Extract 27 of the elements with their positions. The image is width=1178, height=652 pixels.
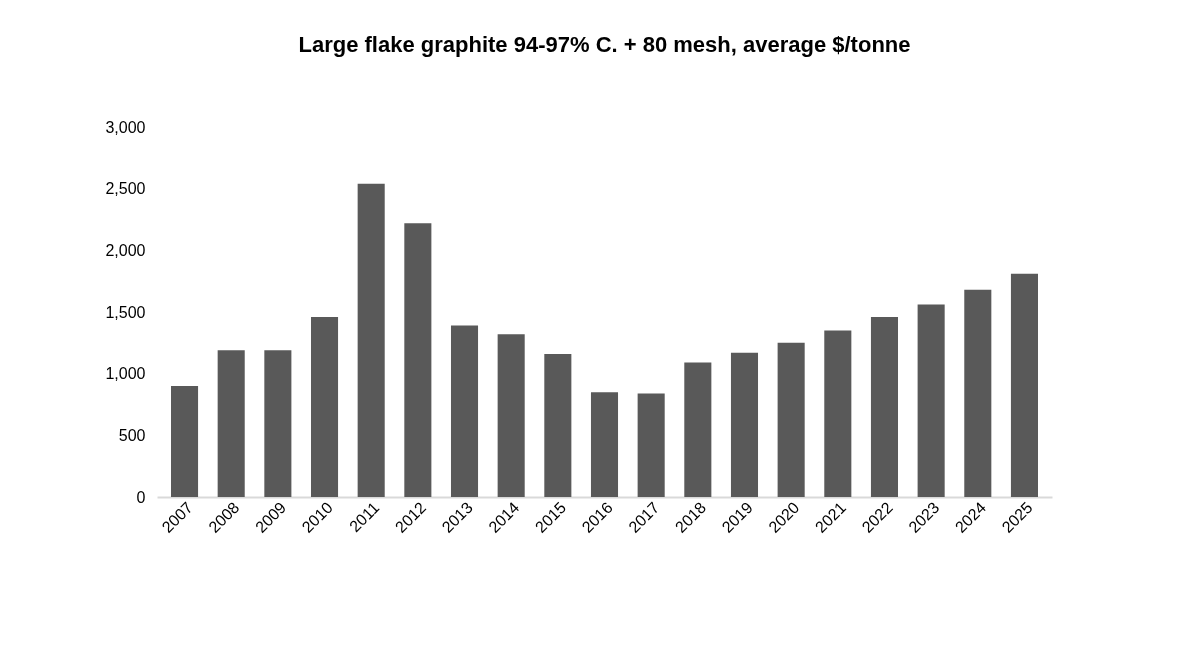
bar	[684, 362, 712, 497]
y-tick-label: 1,500	[105, 303, 146, 321]
bar	[590, 392, 619, 497]
bar	[404, 223, 432, 497]
y-tick-label: 0	[136, 488, 146, 506]
bar	[310, 316, 339, 497]
bar	[217, 350, 245, 497]
y-tick-label: 2,000	[105, 241, 146, 259]
bar	[264, 350, 292, 497]
y-tick-label: 3,000	[105, 118, 146, 136]
bar	[964, 289, 992, 497]
bar	[917, 304, 945, 497]
bar	[870, 316, 899, 497]
chart-title: Large flake graphite 94-97% C. + 80 mesh, average $/tonne	[298, 32, 911, 57]
bar	[450, 325, 479, 497]
bar	[777, 342, 805, 497]
bar	[730, 352, 759, 497]
bar	[171, 386, 199, 497]
bar	[357, 183, 385, 497]
y-tick-label: 500	[118, 426, 146, 444]
bar	[637, 393, 665, 497]
bar	[1010, 273, 1038, 497]
bar	[824, 330, 852, 497]
bar	[497, 334, 525, 497]
y-tick-label: 1,000	[105, 365, 146, 383]
y-tick-label: 2,500	[105, 180, 146, 198]
bar	[544, 353, 572, 497]
